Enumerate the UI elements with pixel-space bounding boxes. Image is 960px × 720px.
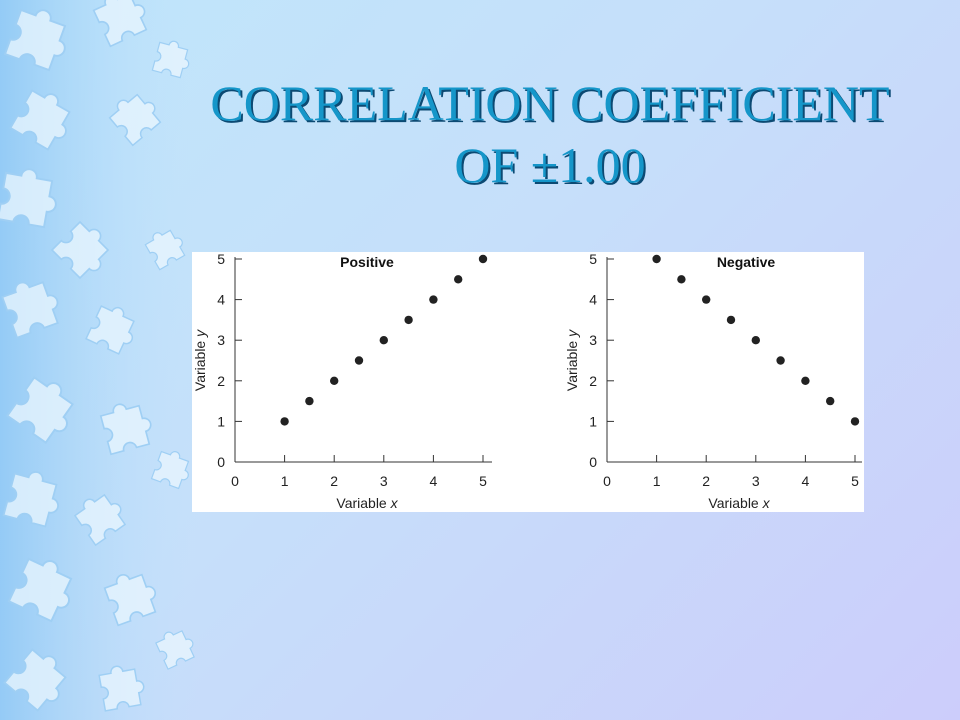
puzzle-piece-4 [108, 93, 162, 147]
data-point [280, 417, 289, 426]
x-tick-label: 2 [330, 473, 338, 489]
scatter-chart-negative: 0 1 2 3 4 5 0 1 2 3 4 5 Variable x Variable y Negative [564, 252, 862, 511]
puzzle-piece-8 [85, 305, 135, 355]
y-axis-title: Variable y [564, 329, 580, 391]
data-point [850, 417, 860, 426]
data-point [826, 396, 835, 406]
x-tick-label: 1 [281, 473, 289, 489]
y-tick-label: 5 [589, 252, 597, 267]
y-tick-label: 2 [217, 373, 225, 389]
y-tick-label: 4 [589, 292, 597, 308]
puzzle-piece-2 [92, 0, 148, 48]
x-tick-label: 0 [603, 473, 611, 489]
scatter-chart-positive: 0 1 2 3 4 5 0 1 2 3 4 5 Variable x Variable y Positive [192, 252, 492, 511]
puzzle-piece-1 [3, 8, 67, 72]
slide-title-line-1: CORRELATION COEFFICIENT [210, 75, 890, 131]
x-tick-label: 4 [430, 473, 438, 489]
puzzle-piece-18 [144, 229, 186, 271]
data-point [726, 315, 736, 325]
puzzle-piece-7 [1, 281, 59, 339]
puzzle-piece-17 [151, 40, 190, 79]
puzzle-piece-6 [50, 220, 110, 280]
y-tick-label: 1 [217, 413, 225, 429]
y-tick-label: 2 [589, 373, 597, 389]
x-tick-label: 2 [702, 473, 710, 489]
puzzle-piece-10 [99, 403, 152, 456]
data-point [305, 396, 314, 406]
y-tick-label: 5 [217, 252, 225, 267]
data-point [751, 336, 760, 345]
y-tick-label: 1 [589, 413, 597, 429]
puzzle-piece-15 [3, 648, 67, 712]
x-tick-label: 0 [231, 473, 239, 489]
puzzle-piece-16 [98, 665, 145, 712]
puzzle-piece-13 [7, 557, 73, 623]
x-axis-title: Variable x [336, 495, 398, 511]
x-tick-label: 5 [479, 473, 487, 489]
data-point [652, 254, 661, 264]
puzzle-piece-11 [2, 471, 59, 528]
y-tick-label: 4 [217, 292, 225, 308]
puzzle-piece-14 [103, 573, 157, 627]
x-axis-title: Variable x [708, 495, 770, 511]
slide-title: CORRELATION COEFFICIENT OF ±1.00 [150, 72, 950, 196]
x-tick-label: 5 [851, 473, 859, 489]
scatter-charts: 0 1 2 3 4 5 0 1 2 3 4 5 Variable x Variable y Positive… [192, 252, 862, 511]
data-point [330, 376, 339, 385]
data-point [429, 295, 438, 304]
data-point [801, 376, 810, 385]
data-point [776, 356, 785, 365]
chart-title: Negative [717, 254, 776, 270]
data-point [702, 295, 711, 304]
puzzle-piece-3 [9, 89, 71, 151]
puzzle-piece-12 [73, 493, 127, 547]
puzzle-piece-5 [0, 168, 57, 229]
y-tick-label: 3 [217, 332, 225, 348]
data-point [478, 254, 488, 264]
x-tick-label: 3 [752, 473, 760, 489]
data-point [379, 336, 388, 345]
puzzle-piece-19 [150, 450, 190, 490]
x-tick-label: 4 [802, 473, 810, 489]
y-tick-label: 0 [217, 454, 225, 470]
slide-title-line-2: OF ±1.00 [454, 137, 646, 193]
chart-title: Positive [340, 254, 394, 270]
y-axis-title: Variable y [192, 329, 208, 391]
y-tick-label: 3 [589, 332, 597, 348]
data-point [454, 275, 463, 284]
puzzle-piece-20 [155, 630, 195, 670]
x-tick-label: 1 [653, 473, 661, 489]
y-tick-label: 0 [589, 454, 597, 470]
data-point [404, 315, 413, 325]
data-point [677, 275, 686, 284]
data-point [354, 356, 364, 365]
puzzle-pieces-decoration [0, 0, 200, 720]
x-tick-label: 3 [380, 473, 388, 489]
scatter-figure-panel: 0 1 2 3 4 5 0 1 2 3 4 5 Variable x Variable y Positive… [192, 252, 864, 512]
puzzle-piece-9 [6, 376, 74, 444]
